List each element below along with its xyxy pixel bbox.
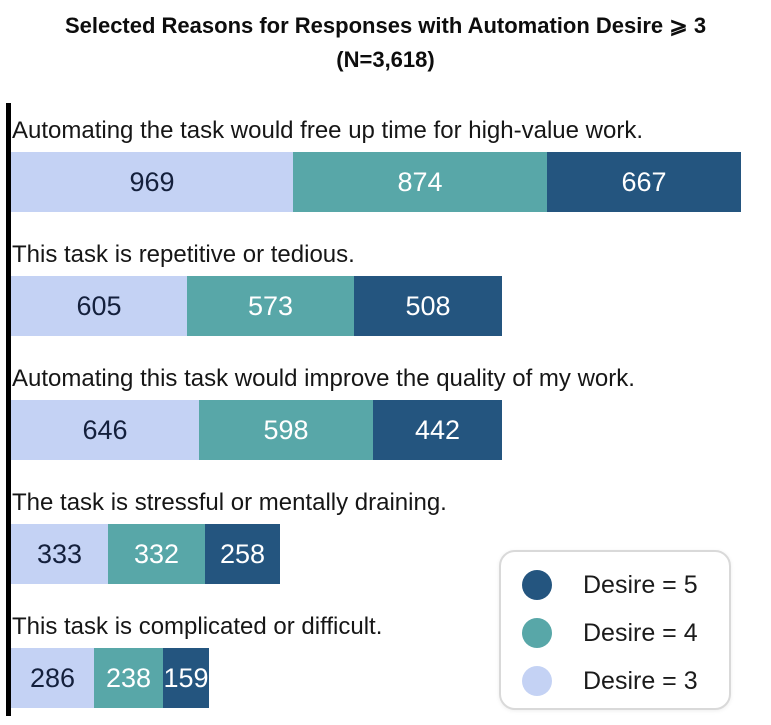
chart-row: Automating the task would free up time f… (11, 117, 771, 212)
chart-row: The task is stressful or mentally draini… (11, 489, 771, 584)
legend-swatch-circle (522, 666, 552, 696)
chart-title: Selected Reasons for Responses with Auto… (0, 0, 771, 77)
category-label: This task is repetitive or tedious. (12, 241, 355, 268)
bar-segment-desire-4: 874 (293, 152, 547, 212)
chart-title-line1: Selected Reasons for Responses with Auto… (64, 13, 707, 38)
bar-segment-desire-4: 238 (94, 648, 163, 708)
chart-row: This task is repetitive or tedious. 605 57… (11, 241, 771, 336)
chart-row: This task is complicated or difficult. 28… (11, 613, 771, 708)
legend-item: Desire = 4 (522, 609, 729, 657)
bar-segment-desire-4: 573 (187, 276, 354, 336)
stacked-bar: 333 332 258 (11, 524, 771, 584)
legend-label: Desire = 5 (583, 570, 698, 599)
legend: Desire = 5 Desire = 4 Desire = 3 (499, 550, 731, 710)
bar-segment-desire-5: 258 (205, 524, 280, 584)
y-axis-line (6, 103, 11, 716)
legend-item: Desire = 5 (522, 561, 729, 609)
bar-segment-desire-5: 159 (163, 648, 209, 708)
stacked-bar: 646 598 442 (11, 400, 771, 460)
bar-segment-desire-3: 286 (11, 648, 94, 708)
legend-item: Desire = 3 (522, 657, 729, 705)
bar-segment-desire-4: 332 (108, 524, 205, 584)
bar-segment-desire-3: 333 (11, 524, 108, 584)
bar-segment-desire-5: 442 (373, 400, 502, 460)
category-label: Automating the task would free up time f… (12, 117, 643, 144)
category-label: The task is stressful or mentally draini… (12, 489, 447, 516)
bar-segment-desire-5: 667 (547, 152, 741, 212)
legend-label: Desire = 4 (583, 618, 698, 647)
stacked-bar: 969 874 667 (11, 152, 771, 212)
bar-segment-desire-3: 605 (11, 276, 187, 336)
category-label: Automating this task would improve the q… (12, 365, 635, 392)
stacked-bar: 605 573 508 (11, 276, 771, 336)
legend-swatch-circle (522, 570, 552, 600)
bar-segment-desire-5: 508 (354, 276, 502, 336)
category-label: This task is complicated or difficult. (12, 613, 383, 640)
legend-label: Desire = 3 (583, 666, 698, 695)
stacked-bar-chart: Automating the task would free up time f… (11, 103, 771, 708)
bar-segment-desire-4: 598 (199, 400, 373, 460)
chart-rows: Automating the task would free up time f… (11, 117, 771, 708)
bar-segment-desire-3: 646 (11, 400, 199, 460)
stacked-bar: 286 238 159 (11, 648, 771, 708)
chart-row: Automating this task would improve the q… (11, 365, 771, 460)
chart-title-line2: (N=3,618) (336, 47, 435, 72)
bar-segment-desire-3: 969 (11, 152, 293, 212)
legend-swatch-circle (522, 618, 552, 648)
